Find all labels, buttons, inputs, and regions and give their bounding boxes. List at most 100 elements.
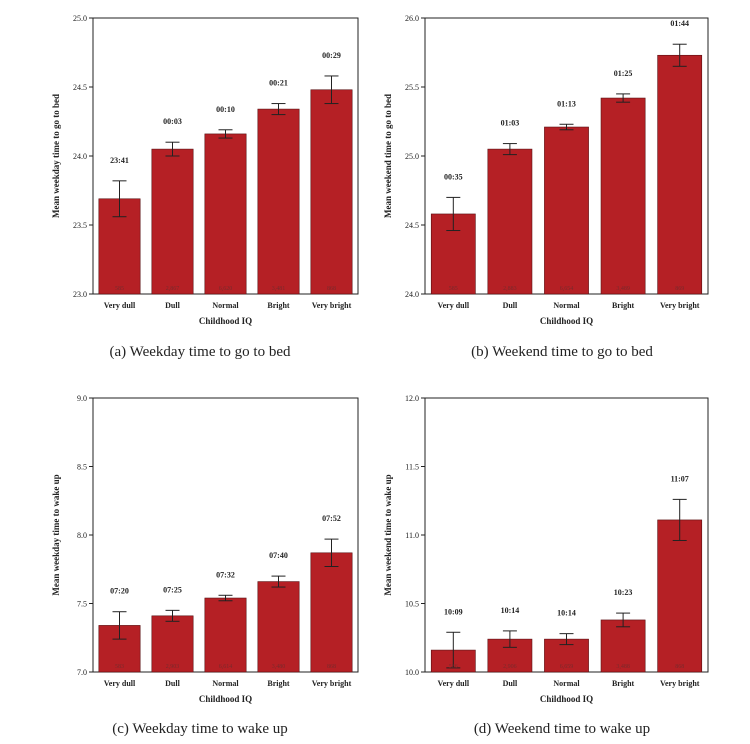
y-tick-label: 11.5 [405,463,419,472]
x-tick-label: Very bright [660,679,700,688]
y-tick-label: 8.0 [77,531,87,540]
data-label: 07:32 [216,570,235,579]
bar [600,97,646,295]
count-label: 2,906 [503,664,517,670]
data-label: 10:09 [444,607,463,616]
data-label: 07:52 [322,514,341,523]
x-tick-label: Bright [612,679,635,688]
bar [657,54,703,295]
bar [257,108,300,295]
y-tick-label: 23.0 [73,290,87,299]
chart-a-svg: 23.0 23.5 24.0 24.5 25.0 Mean weekday time to… [51,14,359,326]
x-axis-label: Childhood IQ [540,316,593,326]
count-label: 6,659 [560,664,574,670]
data-label: 00:35 [444,172,463,181]
bar [600,619,646,673]
count-label: 6,654 [560,286,574,292]
y-tick-label: 10.0 [405,668,419,677]
y-tick-label: 25.0 [405,152,419,161]
count-label: 3,480 [272,664,286,670]
count-label: 868 [327,286,336,292]
y-axis-label: Mean weekend time to go to bed [383,94,393,218]
chart-panel-d: 10.0 10.5 11.0 11.5 12.0 Mean weekend time to… [375,372,750,744]
x-tick-label: Dull [503,679,518,688]
bar [657,519,703,673]
data-label: 10:23 [614,588,633,597]
y-tick-label: 12.0 [405,394,419,403]
bar [151,615,194,673]
count-label: 869 [675,286,684,292]
x-tick-label: Dull [165,301,180,310]
y-tick-label: 23.5 [73,221,87,230]
x-tick-label: Very dull [438,301,470,310]
data-label: 07:25 [163,585,182,594]
count-label: 2,903 [166,664,180,670]
count-label: 868 [327,664,336,670]
count-label: 3,489 [616,286,630,292]
chart-b-svg: 24.0 24.5 25.0 25.5 26.0 Mean weekend time to… [383,14,709,326]
data-label: 00:03 [163,117,182,126]
x-tick-label: Very bright [312,301,352,310]
y-tick-label: 7.0 [77,668,87,677]
chart-c-svg: 7.0 7.5 8.0 8.5 9.0 Mean weekday time to wake… [51,394,359,704]
x-tick-label: Bright [267,679,290,688]
bar [204,597,247,673]
x-tick-label: Dull [503,301,518,310]
count-label: 586 [449,664,458,670]
y-axis-label: Mean weekday time to go to bed [51,94,61,218]
chart-a-caption: (a) Weekday time to go to bed [109,344,291,360]
count-label: 585 [115,286,124,292]
data-label: 10:14 [501,606,520,615]
x-axis-label: Childhood IQ [540,694,593,704]
data-label: 07:20 [110,587,129,596]
count-label: 585 [449,286,458,292]
chart-d-caption: (d) Weekend time to wake up [473,721,651,737]
x-tick-label: Normal [553,301,580,310]
x-axis-label: Childhood IQ [199,316,252,326]
chart-panel-c: 7.0 7.5 8.0 8.5 9.0 Mean weekday time to wake… [0,372,375,744]
bar [487,148,533,295]
y-axis-label: Mean weekend time to wake up [383,474,393,595]
count-label: 6,614 [219,664,233,670]
chart-panel-a: 23.0 23.5 24.0 24.5 25.0 Mean weekday time to… [0,0,375,372]
y-tick-label: 24.5 [73,83,87,92]
x-tick-label: Bright [612,301,635,310]
data-label: 07:40 [269,551,288,560]
data-label: 01:25 [614,69,633,78]
data-label: 01:13 [557,99,576,108]
y-tick-label: 24.5 [405,221,419,230]
x-tick-label: Normal [212,301,239,310]
x-tick-label: Very bright [660,301,700,310]
x-axis-label: Childhood IQ [199,694,252,704]
data-label: 23:41 [110,156,129,165]
bar [310,552,353,673]
y-tick-label: 10.5 [405,600,419,609]
y-tick-label: 9.0 [77,394,87,403]
data-label: 00:10 [216,105,235,114]
data-label: 10:14 [557,609,576,618]
y-axis-label: Mean weekday time to wake up [51,474,61,595]
x-tick-label: Very dull [104,301,136,310]
bar [257,581,300,673]
data-label: 11:07 [671,474,689,483]
bar [310,89,353,295]
count-label: 6,620 [219,286,233,292]
count-label: 583 [115,664,124,670]
count-label: 3,488 [616,664,630,670]
y-tick-label: 24.0 [73,152,87,161]
x-tick-label: Normal [212,679,239,688]
y-tick-label: 26.0 [405,14,419,23]
data-label: 00:21 [269,79,288,88]
y-tick-label: 25.0 [73,14,87,23]
chart-b-caption: (b) Weekend time to go to bed [471,344,653,360]
count-label: 2,867 [166,286,180,292]
y-tick-label: 7.5 [77,600,87,609]
y-tick-label: 24.0 [405,290,419,299]
x-tick-label: Bright [267,301,290,310]
count-label: 2,883 [503,286,517,292]
y-tick-label: 25.5 [405,83,419,92]
bar [544,126,589,295]
chart-d-svg: 10.0 10.5 11.0 11.5 12.0 Mean weekend time to… [383,394,709,704]
x-tick-label: Very dull [104,679,136,688]
count-label: 3,481 [272,286,286,292]
